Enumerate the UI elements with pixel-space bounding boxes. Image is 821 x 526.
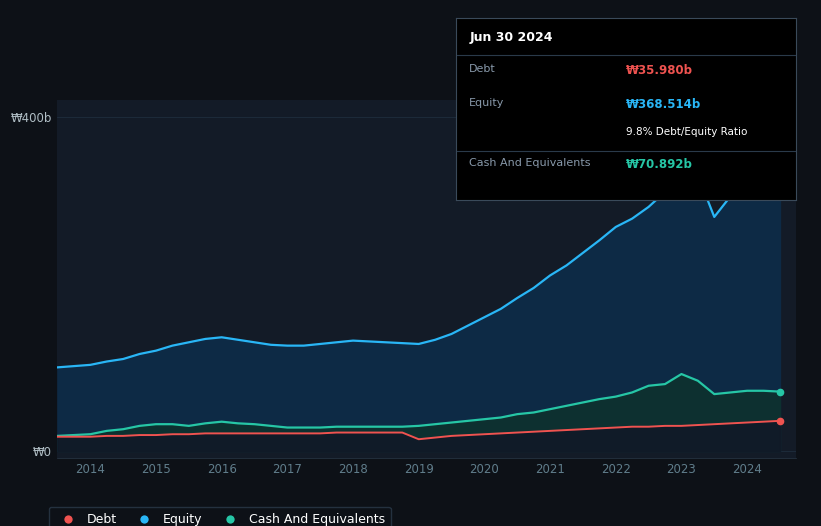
Text: ₩368.514b: ₩368.514b [626, 98, 701, 112]
Text: Equity: Equity [470, 98, 505, 108]
Text: ₩70.892b: ₩70.892b [626, 158, 693, 171]
Text: 9.8% Debt/Equity Ratio: 9.8% Debt/Equity Ratio [626, 127, 747, 137]
Text: Jun 30 2024: Jun 30 2024 [470, 31, 553, 44]
Text: Cash And Equivalents: Cash And Equivalents [470, 158, 591, 168]
Text: Debt: Debt [470, 64, 496, 74]
Text: ₩35.980b: ₩35.980b [626, 64, 693, 77]
Legend: Debt, Equity, Cash And Equivalents: Debt, Equity, Cash And Equivalents [49, 507, 391, 526]
